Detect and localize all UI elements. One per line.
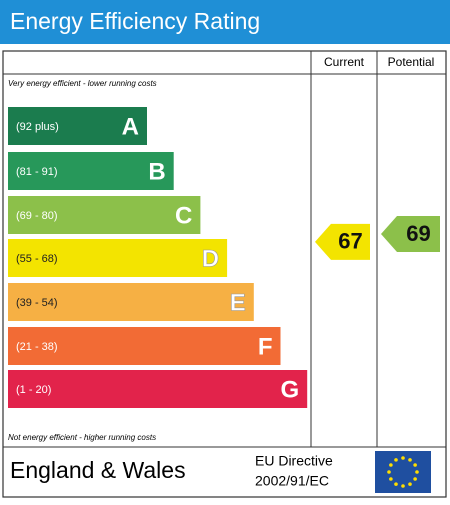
directive: EU Directive bbox=[255, 453, 333, 469]
eu-flag bbox=[375, 451, 431, 493]
star bbox=[413, 477, 417, 481]
band-letter: F bbox=[258, 333, 273, 360]
band-letter: G bbox=[281, 376, 300, 403]
band bbox=[8, 283, 254, 321]
star bbox=[401, 484, 405, 488]
star bbox=[389, 477, 393, 481]
star bbox=[413, 463, 417, 467]
star bbox=[394, 458, 398, 462]
star bbox=[394, 482, 398, 486]
star bbox=[408, 458, 412, 462]
band-letter: B bbox=[148, 158, 165, 185]
band-letter: E bbox=[230, 289, 246, 316]
band-range: (92 plus) bbox=[16, 121, 59, 133]
band bbox=[8, 239, 228, 277]
band bbox=[8, 327, 281, 365]
band-letter: A bbox=[122, 113, 139, 140]
band-range: (21 - 38) bbox=[16, 341, 58, 353]
star bbox=[389, 463, 393, 467]
band-range: (1 - 20) bbox=[16, 384, 51, 396]
directive: 2002/91/EC bbox=[255, 473, 329, 489]
bottom-note: Not energy efficient - higher running co… bbox=[8, 433, 156, 442]
title: Energy Efficiency Rating bbox=[10, 8, 260, 34]
rating-value: 69 bbox=[406, 221, 430, 246]
rating-arrow bbox=[381, 216, 440, 252]
header: Current bbox=[324, 55, 365, 69]
star bbox=[415, 470, 419, 474]
band bbox=[8, 196, 201, 234]
band-letter: D bbox=[202, 245, 219, 272]
band bbox=[8, 152, 174, 190]
region: England & Wales bbox=[10, 457, 186, 483]
title-bar bbox=[0, 0, 450, 44]
star bbox=[387, 470, 391, 474]
band-range: (39 - 54) bbox=[16, 297, 58, 309]
band-range: (81 - 91) bbox=[16, 166, 58, 178]
band bbox=[8, 370, 308, 408]
rating-arrow bbox=[315, 223, 370, 260]
rating-value: 67 bbox=[338, 229, 362, 254]
star bbox=[401, 456, 405, 460]
header: Potential bbox=[388, 55, 435, 69]
top-note: Very energy efficient - lower running co… bbox=[8, 79, 157, 88]
star bbox=[408, 482, 412, 486]
band-letter: C bbox=[175, 202, 192, 229]
band-range: (55 - 68) bbox=[16, 253, 58, 265]
band bbox=[8, 107, 147, 145]
band-range: (69 - 80) bbox=[16, 210, 58, 222]
frame bbox=[2, 50, 447, 498]
